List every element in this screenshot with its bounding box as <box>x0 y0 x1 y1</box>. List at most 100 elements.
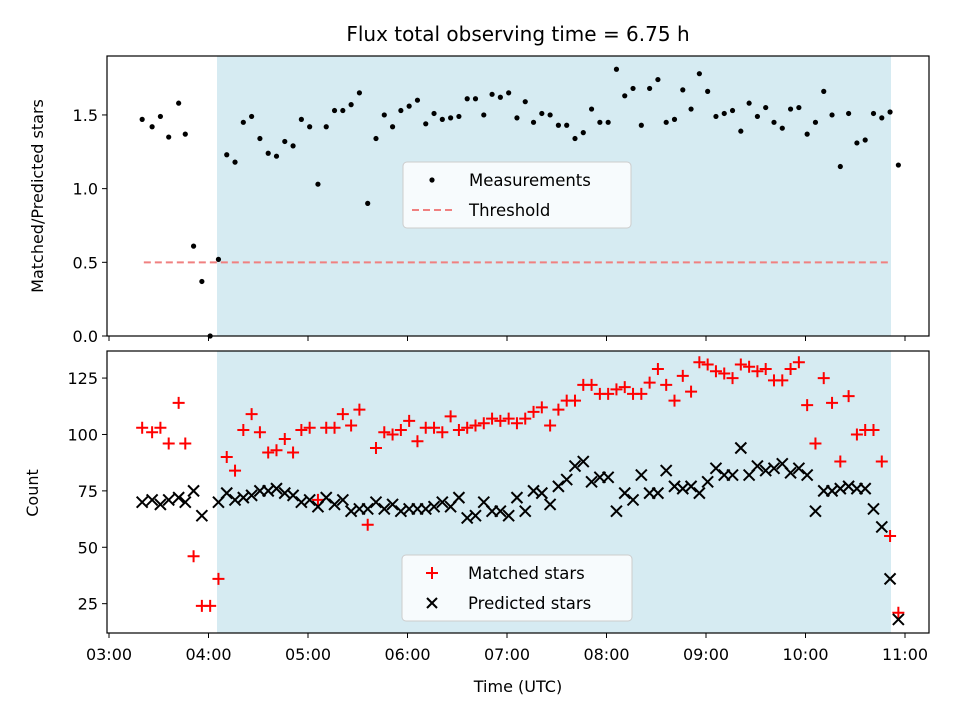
matched-point <box>850 428 863 441</box>
matched-point <box>801 399 814 412</box>
measurement-point <box>249 113 255 120</box>
matched-point <box>568 394 581 407</box>
predicted-point <box>494 504 507 518</box>
measurement-point <box>472 96 479 102</box>
matched-point <box>494 414 507 427</box>
predicted-point <box>162 493 175 507</box>
bottom-y-tick-label: 50 <box>78 538 98 557</box>
matched-point <box>486 412 499 425</box>
measurement-point <box>348 102 354 108</box>
measurement-point <box>846 110 852 117</box>
matched-point <box>892 606 905 619</box>
measurement-point <box>638 122 644 128</box>
legend-predicted-marker <box>426 597 438 609</box>
matched-point <box>444 410 457 423</box>
predicted-point <box>867 502 880 516</box>
matched-point <box>660 378 673 391</box>
matched-point <box>834 455 847 468</box>
predicted-point <box>179 495 192 509</box>
predicted-point <box>577 455 590 468</box>
measurement-point <box>547 112 553 118</box>
measurement-point <box>854 140 860 146</box>
predicted-point <box>220 486 233 500</box>
predicted-point <box>610 504 623 518</box>
measurement-point <box>680 87 686 93</box>
matched-point <box>295 423 308 436</box>
matched-point <box>212 572 225 585</box>
top-y-tick-label: 0.0 <box>73 327 98 346</box>
matched-point <box>461 421 474 434</box>
legend-matched-label: Matched stars <box>468 564 585 583</box>
predicted-point <box>502 509 515 522</box>
top-marks <box>139 66 901 339</box>
matched-point <box>303 421 316 434</box>
measurement-point <box>655 76 661 83</box>
predicted-point <box>286 489 300 502</box>
chart-title: Flux total observing time = 6.75 h <box>346 22 689 46</box>
measurement-point <box>190 243 197 249</box>
bottom-legend: Matched stars Predicted stars <box>401 554 633 622</box>
predicted-point <box>195 509 209 522</box>
matched-point <box>245 408 258 421</box>
bottom-marks <box>135 356 905 626</box>
top-y-tick-label: 0.5 <box>73 253 98 272</box>
measurement-point <box>796 104 802 111</box>
top-legend-box <box>402 161 632 229</box>
measurement-point <box>497 94 503 100</box>
matched-point <box>759 363 772 376</box>
matched-point <box>884 529 897 542</box>
matched-point <box>262 446 275 459</box>
predicted-point <box>172 491 185 504</box>
measurement-point <box>232 159 238 165</box>
predicted-point <box>693 486 706 500</box>
measurement-point <box>779 125 785 131</box>
measurement-point <box>837 163 843 170</box>
bottom-x-tick-label: 08:00 <box>583 645 629 664</box>
measurement-point <box>481 112 487 118</box>
matched-point <box>411 435 424 448</box>
measurement-point <box>406 103 412 109</box>
legend-measurements-marker <box>429 177 435 183</box>
measurement-point <box>489 91 495 97</box>
matched-point <box>751 365 764 378</box>
top-y-tick-label: 1.0 <box>73 180 98 199</box>
measurement-point <box>340 107 346 114</box>
matched-point <box>875 455 888 468</box>
bottom-legend-box <box>401 554 633 622</box>
bottom-axes-frame <box>106 350 930 634</box>
predicted-point <box>436 495 449 509</box>
measurement-point <box>829 112 835 118</box>
predicted-point <box>800 468 814 482</box>
matched-point <box>287 446 300 459</box>
measurement-point <box>240 119 246 125</box>
matched-point <box>187 550 200 563</box>
predicted-point <box>875 520 888 534</box>
predicted-point <box>552 480 565 493</box>
matched-point <box>237 423 250 436</box>
bottom-x-tick-label: 10:00 <box>782 645 828 664</box>
predicted-point <box>535 486 549 500</box>
matched-point <box>817 372 830 385</box>
matched-point <box>179 437 192 450</box>
measurement-point <box>564 122 570 128</box>
measurement-point <box>298 116 304 122</box>
predicted-point <box>709 462 723 475</box>
measurement-point <box>398 107 404 114</box>
top-y-axis-label: Matched/Predicted stars <box>28 99 47 293</box>
matched-point <box>792 356 805 369</box>
measurement-point <box>605 119 611 125</box>
measurement-point <box>530 119 537 125</box>
matched-point <box>452 423 465 436</box>
matched-point <box>403 414 416 427</box>
matched-point <box>253 426 266 439</box>
predicted-point <box>386 498 399 511</box>
matched-point <box>734 358 747 371</box>
measurement-point <box>555 122 562 128</box>
measurement-point <box>804 131 810 137</box>
bottom-x-tick-label: 05:00 <box>285 645 331 664</box>
bottom-y-axis-label: Count <box>23 469 42 517</box>
matched-point <box>809 437 822 450</box>
measurement-point <box>812 119 819 125</box>
matched-point <box>726 372 739 385</box>
predicted-point <box>378 502 391 516</box>
